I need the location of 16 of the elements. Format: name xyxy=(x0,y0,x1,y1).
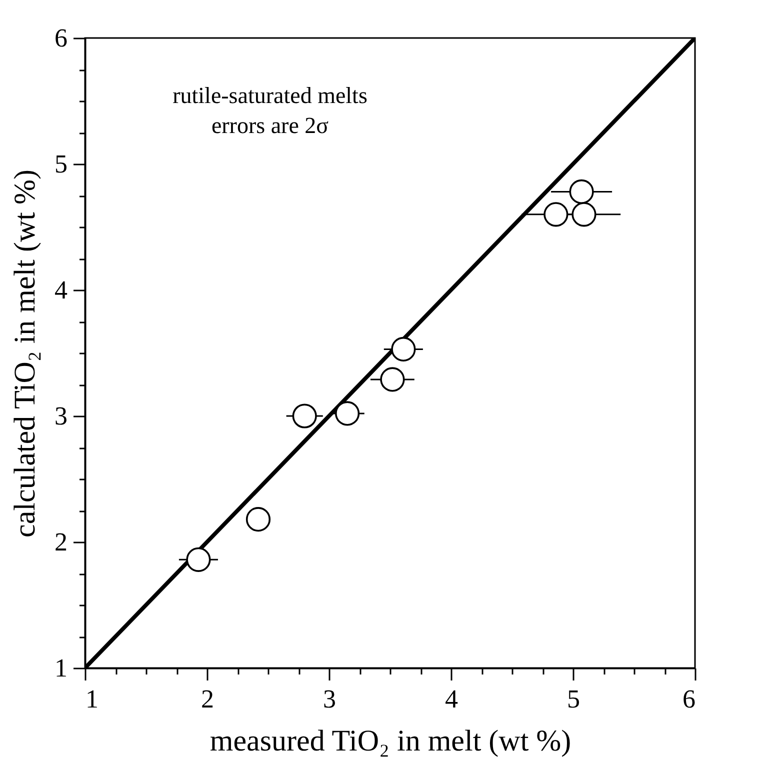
annotation: errors are 2σ xyxy=(211,113,330,138)
y-tick-label: 5 xyxy=(54,150,68,178)
y-tick-label: 2 xyxy=(54,528,68,556)
y-tick-label: 1 xyxy=(54,654,68,682)
y-tick-label: 4 xyxy=(54,276,68,304)
x-tick-label: 3 xyxy=(323,684,336,714)
x-axis-title: measured TiO₂ in melt (wt %) xyxy=(210,724,572,758)
x-tick-label: 2 xyxy=(201,684,214,714)
y-tick-label: 3 xyxy=(54,402,68,430)
x-tick-label: 5 xyxy=(567,684,580,714)
y-tick-label: 6 xyxy=(54,24,68,52)
x-tick-label: 1 xyxy=(86,684,98,714)
x-tick-label: 6 xyxy=(682,684,696,714)
y-axis-title: calculated TiO₂ in melt (wt %) xyxy=(8,170,42,538)
annotation: rutile-saturated melts xyxy=(172,83,368,108)
x-tick-label: 4 xyxy=(445,684,458,714)
